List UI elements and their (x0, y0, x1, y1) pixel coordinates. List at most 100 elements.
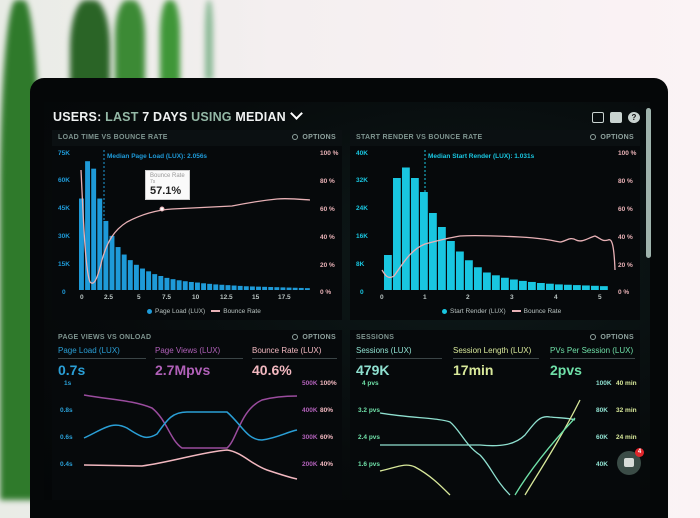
start-render-chart (381, 150, 616, 290)
x-tick: 4 (554, 294, 558, 301)
options-button[interactable]: OPTIONS (292, 334, 336, 341)
panel-header (350, 130, 640, 146)
chart-legend: Start Render (LUX) Bounce Rate (442, 308, 561, 315)
y-tick: 75K (58, 150, 70, 157)
legend-dot-icon (147, 308, 152, 314)
y-tick: 3.2 pvs (358, 407, 381, 414)
y-tick: 24K (356, 205, 368, 212)
header-toolbar: ? (592, 112, 640, 123)
y-tick: 40% (320, 461, 334, 468)
plant-leaf (205, 0, 213, 80)
y-tick: 0.4s (60, 461, 73, 468)
y-tick: 40K (596, 461, 608, 468)
x-tick: 0 (80, 294, 84, 301)
dashboard-screen: USERS: LAST 7 DAYS USING MEDIAN ? LOAD T… (44, 102, 650, 500)
y-tick: 32K (356, 177, 368, 184)
legend-line-icon (511, 310, 521, 313)
stat-page-views: Page Views (LUX) 2.7Mpvs (155, 346, 243, 378)
y-tick: 100K (596, 380, 612, 387)
help-icon[interactable]: ? (628, 112, 640, 123)
x-tick: 2.5 (104, 294, 114, 301)
y-tick: 40K (356, 150, 368, 157)
y-tick: 20 % (618, 262, 633, 269)
load-time-panel: LOAD TIME VS BOUNCE RATE OPTIONS Median … (52, 130, 342, 320)
plant-leaf (160, 0, 180, 85)
y-tick: 400K (302, 407, 318, 414)
legend-line-icon (211, 310, 221, 313)
y-tick: 40 % (320, 234, 335, 241)
median-label: Median Start Render (LUX): 1.031s (428, 153, 535, 160)
y-tick: 16K (356, 233, 368, 240)
y-tick: 0 (360, 289, 364, 296)
y-tick: 0 (62, 289, 66, 296)
stat-sessions: Sessions (LUX) 479K (356, 346, 442, 378)
y-tick: 60 % (618, 206, 633, 213)
y-tick: 100 % (618, 150, 637, 157)
y-tick: 80 % (618, 178, 633, 185)
legend-dot-icon (442, 308, 447, 314)
options-button[interactable]: OPTIONS (590, 334, 634, 341)
stat-pvs-per-session: PVs Per Session (LUX) 2pvs (550, 346, 635, 378)
stat-page-load: Page Load (LUX) 0.7s (58, 346, 146, 378)
x-tick: 1 (423, 294, 427, 301)
y-tick: 0.6s (60, 434, 73, 441)
x-tick: 17.5 (278, 294, 291, 301)
sessions-panel: SESSIONS OPTIONS Sessions (LUX) 479K Ses… (350, 330, 640, 500)
y-tick: 30K (58, 233, 70, 240)
y-tick: 300K (302, 434, 318, 441)
y-tick: 40 % (618, 234, 633, 241)
panel-title: SESSIONS (356, 334, 395, 341)
y-tick: 80% (320, 407, 334, 414)
x-tick: 0 (380, 294, 384, 301)
chat-icon (624, 458, 634, 467)
scrollbar[interactable] (646, 108, 651, 258)
y-tick: 1s (64, 380, 72, 387)
load-time-chart (79, 150, 311, 290)
y-tick: 0 % (618, 289, 630, 296)
y-tick: 200K (302, 461, 318, 468)
y-tick: 80 % (320, 178, 335, 185)
y-tick: 24 min (616, 434, 637, 441)
y-tick: 32 min (616, 407, 637, 414)
share-icon[interactable] (610, 112, 622, 123)
page-views-panel: PAGE VIEWS VS ONLOAD OPTIONS Page Load (… (52, 330, 342, 500)
options-button[interactable]: OPTIONS (590, 134, 634, 141)
gear-icon (590, 134, 597, 141)
bounce-rate-tooltip: Bounce Rate 7s 57.1% (145, 170, 190, 200)
options-button[interactable]: OPTIONS (292, 134, 336, 141)
x-tick: 15 (252, 294, 260, 301)
start-render-panel: START RENDER VS BOUNCE RATE OPTIONS Medi… (350, 130, 640, 320)
page-views-chart (83, 394, 298, 480)
y-tick: 4 pvs (362, 380, 379, 387)
y-tick: 20 % (320, 262, 335, 269)
y-tick: 60K (596, 434, 608, 441)
x-tick: 7.5 (162, 294, 172, 301)
y-tick: 0 % (320, 289, 332, 296)
panel-header (52, 130, 342, 146)
y-tick: 45K (58, 205, 70, 212)
y-tick: 60K (58, 177, 70, 184)
x-tick: 12.5 (220, 294, 233, 301)
x-tick: 10 (192, 294, 200, 301)
y-tick: 40 min (616, 380, 637, 387)
y-tick: 0.8s (60, 407, 73, 414)
x-tick: 5 (137, 294, 141, 301)
chevron-down-icon[interactable] (290, 107, 303, 120)
chat-button[interactable]: 4 (617, 448, 644, 475)
page-title[interactable]: USERS: LAST 7 DAYS USING MEDIAN (53, 107, 303, 124)
gear-icon (590, 334, 597, 341)
y-tick: 2.4 pvs (358, 434, 381, 441)
panel-title: PAGE VIEWS VS ONLOAD (58, 334, 152, 341)
y-tick: 500K (302, 380, 318, 387)
gear-icon (292, 334, 299, 341)
y-tick: 1.6 pvs (358, 461, 381, 468)
gear-icon (292, 134, 299, 141)
panel-title: START RENDER VS BOUNCE RATE (356, 134, 483, 141)
y-tick: 80K (596, 407, 608, 414)
monitor-icon[interactable] (592, 112, 604, 123)
y-tick: 15K (58, 261, 70, 268)
chart-legend: Page Load (LUX) Bounce Rate (147, 308, 261, 315)
stat-session-length: Session Length (LUX) 17min (453, 346, 539, 378)
stat-bounce-rate: Bounce Rate (LUX) 40.6% (252, 346, 337, 378)
y-tick: 60% (320, 434, 334, 441)
